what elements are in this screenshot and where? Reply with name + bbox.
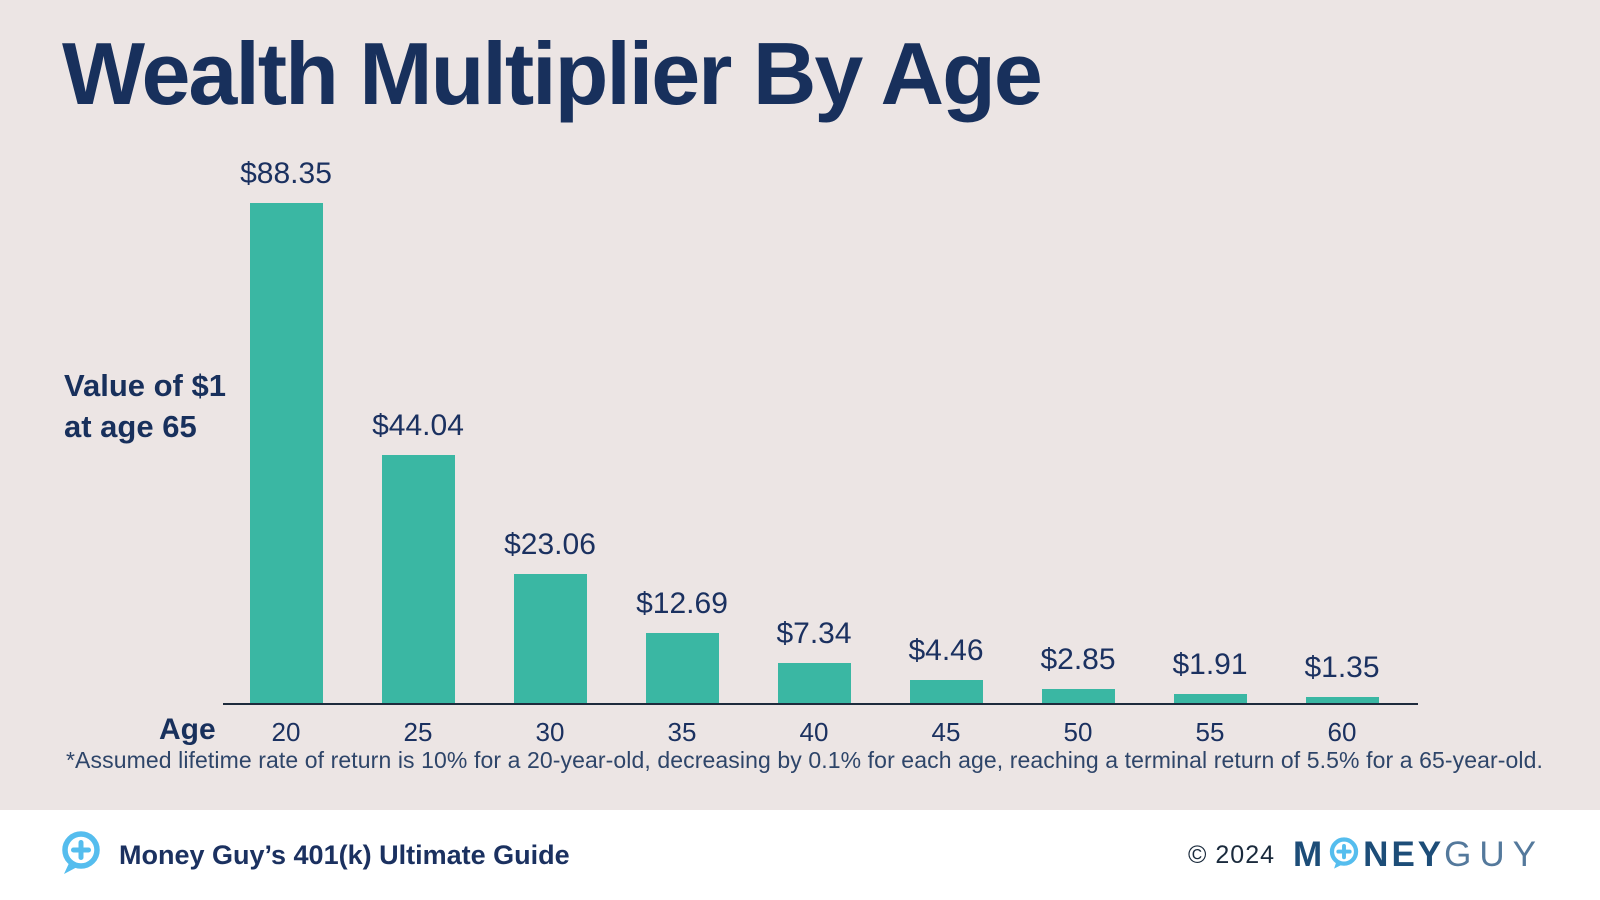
speech-bubble-plus-icon	[56, 829, 104, 882]
bar	[1305, 697, 1379, 705]
bar-value-label: $2.85	[1040, 643, 1116, 676]
bar	[909, 680, 983, 705]
bar-value-label: $23.06	[504, 528, 596, 561]
bar	[513, 574, 587, 705]
footer-bar: Money Guy’s 401(k) Ultimate Guide © 2024…	[0, 810, 1600, 900]
x-tick-label: 40	[799, 717, 829, 747]
chart-title: Wealth Multiplier By Age	[62, 24, 1043, 123]
logo-letters-guy: GUY	[1444, 835, 1544, 874]
x-tick-label: 55	[1195, 717, 1225, 747]
plot-area: Age $88.35 20 $44.04 25 $23.06 30 $12.69 35 $7.3…	[159, 157, 1418, 747]
x-tick-label: 45	[931, 717, 961, 747]
x-tick-label: 60	[1327, 717, 1357, 747]
bar	[249, 203, 323, 705]
footer-brand-right: © 2024 M NEY GUY	[1188, 835, 1544, 875]
footer-guide-title: Money Guy’s 401(k) Ultimate Guide	[119, 839, 570, 870]
bar-value-label: $12.69	[636, 587, 728, 620]
x-tick-label: 20	[271, 717, 301, 747]
x-tick-label: 35	[667, 717, 697, 747]
bar-value-label: $88.35	[240, 157, 332, 190]
footer-brand-left: Money Guy’s 401(k) Ultimate Guide	[56, 829, 570, 882]
bar-value-label: $7.34	[776, 617, 852, 650]
x-tick-label: 50	[1063, 717, 1093, 747]
x-tick-label: 25	[403, 717, 433, 747]
logo-letters-ney: NEY	[1363, 835, 1445, 874]
x-tick-label: 30	[535, 717, 565, 747]
copyright-text: © 2024	[1188, 840, 1276, 869]
bar	[381, 455, 455, 705]
bar	[777, 663, 851, 705]
x-axis-title: Age	[159, 713, 216, 746]
bar	[1173, 694, 1247, 705]
bar-value-label: $44.04	[372, 409, 464, 442]
logo-speech-bubble-o-icon	[1327, 836, 1361, 875]
bar	[1041, 689, 1115, 705]
bar	[645, 633, 719, 705]
y-axis-label: Value of $1 at age 65	[64, 368, 226, 444]
footnote: *Assumed lifetime rate of return is 10% …	[66, 747, 1544, 773]
x-axis-line	[223, 703, 1418, 705]
logo-letter-m: M	[1293, 835, 1326, 874]
bar-value-label: $4.46	[908, 634, 984, 667]
bar-value-label: $1.91	[1172, 648, 1248, 681]
moneyguy-logo: M NEY GUY	[1293, 835, 1544, 875]
bar-value-label: $1.35	[1304, 651, 1380, 684]
